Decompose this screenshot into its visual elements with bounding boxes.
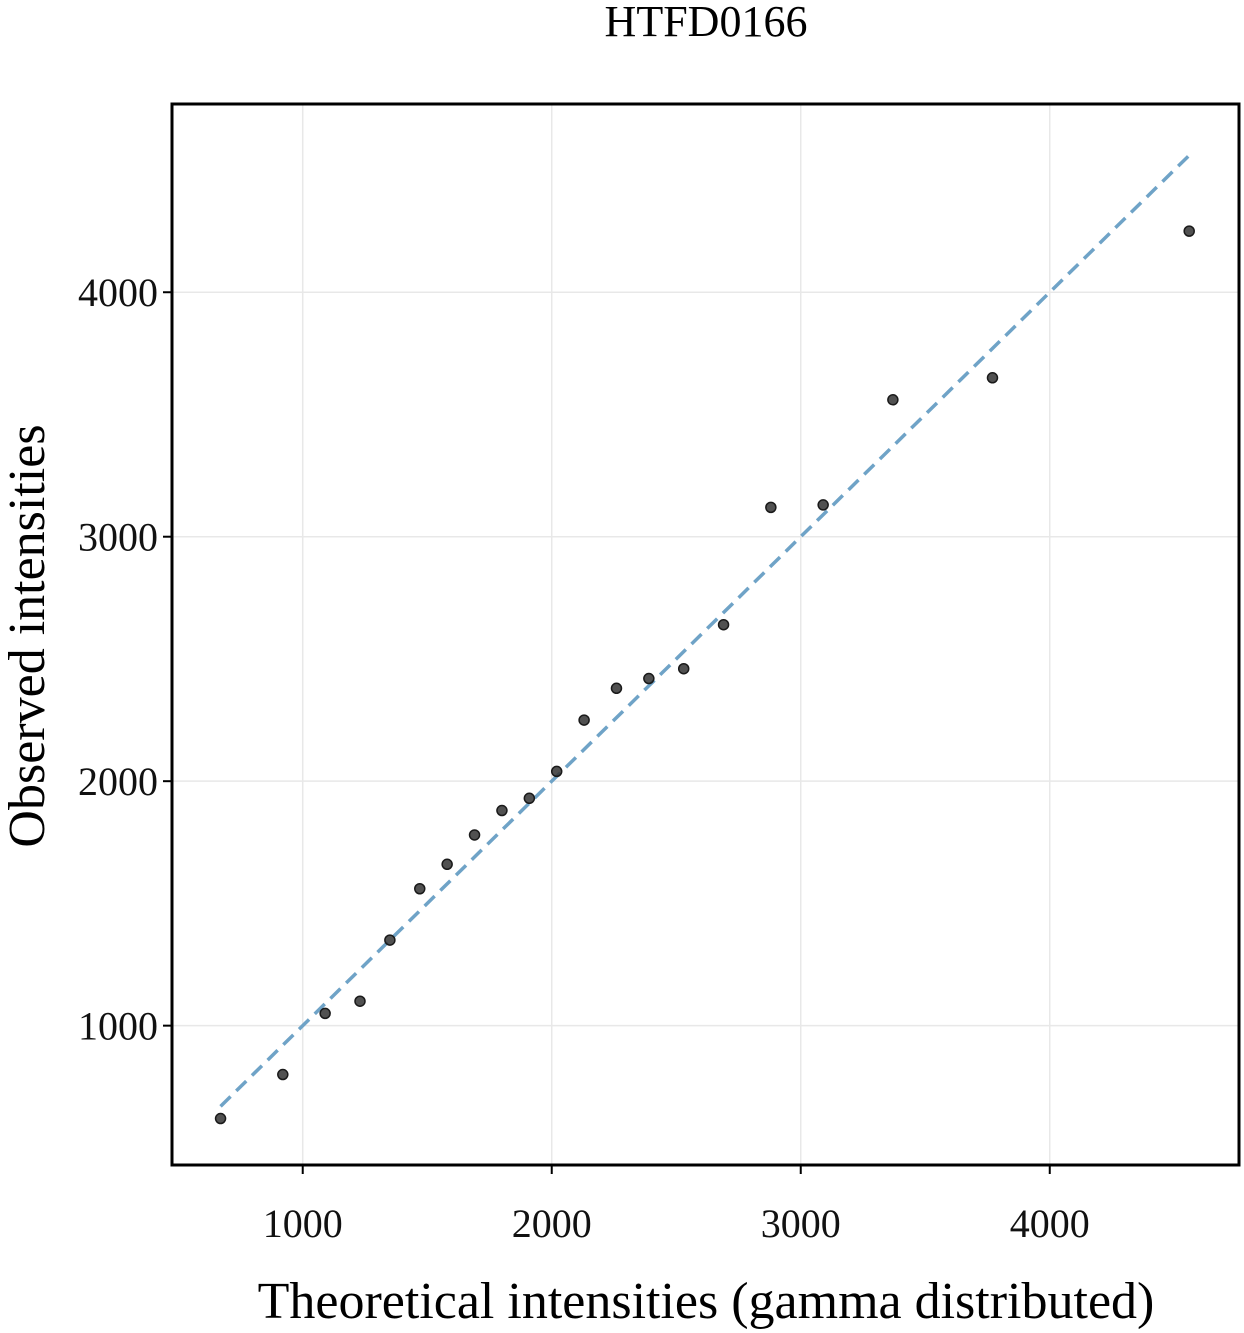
chart-title: HTFD0166 (605, 0, 808, 46)
plot-frame (170, 102, 1241, 1167)
x-axis: 1000 2000 3000 4000 (263, 1165, 1090, 1246)
data-point (354, 995, 366, 1007)
y-axis-title: Observed intensities (0, 424, 56, 847)
data-point (414, 882, 426, 895)
grid-lines (172, 104, 1239, 1165)
y-tick-label: 2000 (78, 759, 158, 804)
y-tick-label: 3000 (78, 515, 158, 560)
x-tick-label: 4000 (1010, 1201, 1090, 1246)
x-tick-label: 1000 (263, 1201, 343, 1246)
y-axis: 1000 2000 3000 4000 (78, 270, 172, 1049)
y-tick-label: 4000 (78, 270, 158, 315)
data-point (1183, 225, 1195, 237)
data-point (496, 804, 508, 817)
data-point (441, 858, 453, 871)
x-tick-label: 3000 (761, 1201, 841, 1246)
data-point (986, 372, 999, 384)
x-axis-title: Theoretical intensities (gamma distribut… (258, 1273, 1155, 1330)
data-point (578, 714, 590, 726)
data-point (643, 672, 655, 685)
data-point (610, 682, 623, 695)
data-point (887, 394, 899, 406)
data-point (384, 934, 396, 946)
data-point (765, 501, 777, 514)
reference-line (219, 154, 1191, 1108)
y-tick-label: 1000 (78, 1004, 158, 1049)
data-point (277, 1068, 289, 1081)
data-point (214, 1112, 227, 1125)
data-point (523, 792, 536, 805)
data-point (550, 765, 563, 778)
data-point (319, 1007, 331, 1020)
x-tick-label: 2000 (512, 1201, 592, 1246)
data-point (677, 662, 690, 675)
data-point (717, 618, 730, 631)
data-point (468, 829, 481, 841)
plot-area (214, 154, 1195, 1125)
data-point (817, 499, 829, 511)
